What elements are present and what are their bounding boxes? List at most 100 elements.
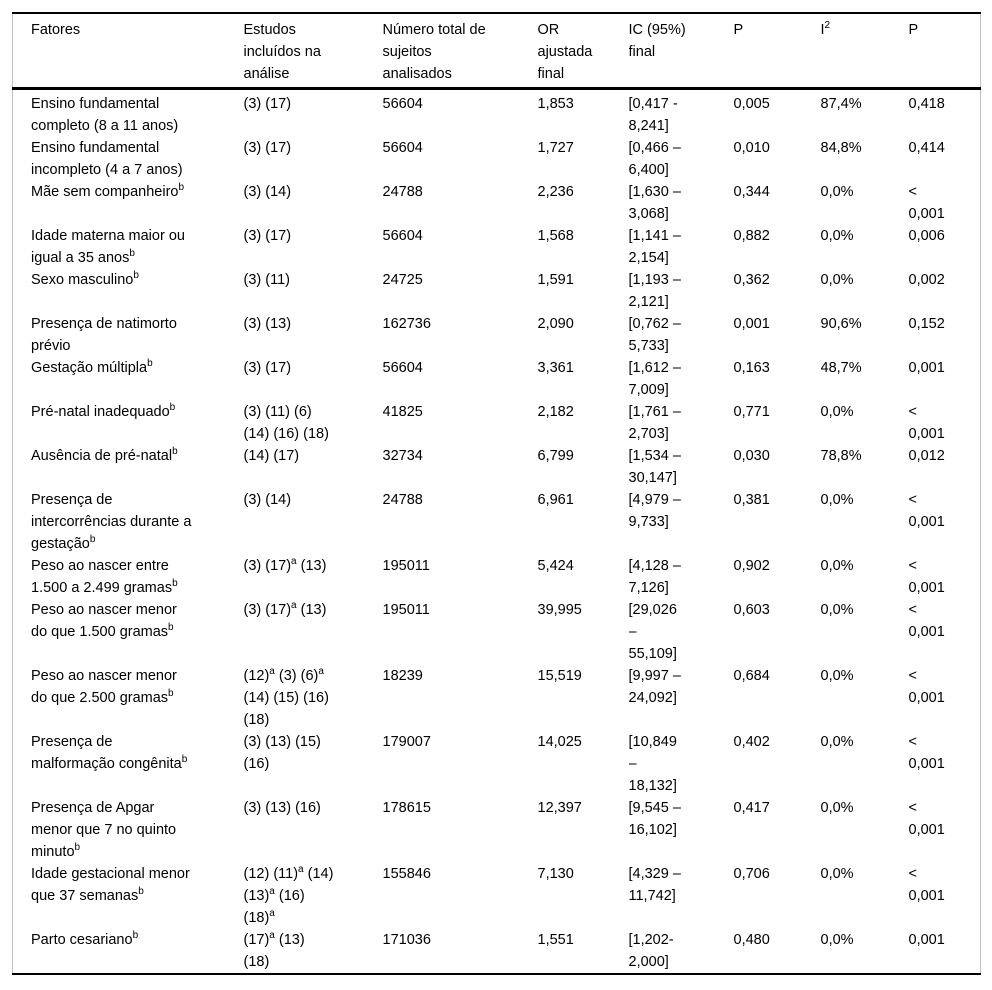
- cell-sujeitos: 56604: [382, 360, 423, 376]
- cell-fatores: Idade materna maior ou igual a 35 anosb: [31, 228, 185, 266]
- table-row: Parto cesarianob (17)a (13) (18) 171036 1,55…: [13, 929, 981, 974]
- cell-ic: [0,417 -8,241]: [628, 96, 678, 134]
- cell-sujeitos: 24725: [382, 272, 423, 288]
- cell-ic: [4,128 –7,126]: [628, 558, 681, 596]
- cell-or: 14,025: [537, 734, 582, 750]
- table-row: Sexo masculinob (3) (11) 24725 1,591 [1,193 …: [13, 269, 981, 313]
- column-header-fatores: Fatores: [12, 13, 244, 90]
- table-row: Ensino fundamental completo (8 a 11 anos)…: [13, 89, 981, 138]
- cell-p: 0,163: [733, 360, 770, 376]
- cell-i2: 0,0%: [820, 734, 854, 750]
- cell-fatores: Peso ao nascer menor do que 1.500 gramasb: [31, 602, 177, 640]
- cell-sujeitos: 41825: [382, 404, 423, 420]
- column-header-ic: IC (95%) final: [628, 13, 734, 90]
- table-row: Presença de intercorrências durante a gest…: [13, 489, 981, 555]
- table-row: Peso ao nascer entre 1.500 a 2.499 gramas…: [13, 555, 981, 599]
- cell-p: 0,706: [733, 866, 770, 882]
- cell-p: 0,381: [733, 492, 770, 508]
- cell-p: 0,030: [733, 448, 770, 464]
- cell-sujeitos: 195011: [382, 602, 430, 618]
- cell-estudos: (3) (17)a (13): [243, 600, 327, 618]
- cell-i2: 0,0%: [820, 492, 854, 508]
- cell-i2: 48,7%: [820, 360, 862, 376]
- table-row: Peso ao nascer menor do que 1.500 gramasb…: [13, 599, 981, 665]
- cell-sujeitos: 171036: [382, 932, 431, 948]
- cell-p2: <0,001: [908, 404, 945, 442]
- cell-estudos: (3) (13): [243, 316, 292, 332]
- cell-p2: 0,001: [908, 360, 945, 376]
- column-header-p2: P: [908, 13, 981, 90]
- column-header-p: P: [733, 13, 821, 90]
- cell-ic: [9,545 –16,102]: [628, 800, 681, 838]
- cell-fatores: Ausência de pré-natalb: [31, 446, 178, 464]
- cell-ic: [1,202- 2,000]: [628, 932, 674, 970]
- cell-i2: 78,8%: [820, 448, 862, 464]
- cell-i2: 0,0%: [820, 272, 854, 288]
- table-body: Ensino fundamental completo (8 a 11 anos)…: [13, 89, 981, 975]
- cell-or: 6,799: [537, 448, 574, 464]
- header-row: Fatores Estudos incluídos na análise Número …: [12, 13, 981, 90]
- cell-fatores: Presença de natimorto prévio: [31, 316, 177, 354]
- cell-sujeitos: 24788: [382, 184, 423, 200]
- table-row: Pré-natal inadequadob (3) (11) (6) (14) (1…: [13, 401, 981, 445]
- cell-fatores: Mãe sem companheirob: [31, 182, 185, 200]
- cell-sujeitos: 18239: [382, 668, 423, 684]
- cell-estudos: (3) (17): [243, 96, 292, 112]
- cell-ic: [1,630 –3,068]: [628, 184, 681, 222]
- cell-estudos: (3) (13) (15) (16): [243, 734, 321, 772]
- table-row: Presença de malformação congênitab (3) (13…: [13, 731, 981, 797]
- cell-estudos: (3) (17): [243, 140, 292, 156]
- cell-sujeitos: 24788: [382, 492, 423, 508]
- column-header-or: OR ajustada final: [537, 13, 629, 90]
- table-row: Presença de Apgar menor que 7 no quinto mi…: [13, 797, 981, 863]
- cell-i2: 84,8%: [820, 140, 862, 156]
- cell-p2: 0,418: [908, 96, 945, 112]
- cell-fatores: Ensino fundamental incompleto (4 a 7 anos…: [31, 140, 183, 178]
- cell-fatores: Parto cesarianob: [31, 930, 139, 948]
- cell-p2: 0,006: [908, 228, 945, 244]
- cell-p2: 0,002: [908, 272, 945, 288]
- cell-ic: [1,141 –2,154]: [628, 228, 681, 266]
- cell-estudos: (12) (11)a (14) (13)a (16) (18)a: [243, 864, 334, 926]
- cell-ic: [9,997 –24,092]: [628, 668, 681, 706]
- cell-sujeitos: 179007: [382, 734, 431, 750]
- cell-p2: <0,001: [908, 602, 945, 640]
- cell-or: 3,361: [537, 360, 574, 376]
- cell-ic: [4,979 –9,733]: [628, 492, 681, 530]
- cell-sujeitos: 56604: [382, 228, 423, 244]
- cell-p: 0,005: [733, 96, 770, 112]
- cell-estudos: (3) (11) (6) (14) (16) (18): [243, 404, 329, 442]
- cell-p2: 0,152: [908, 316, 945, 332]
- cell-sujeitos: 32734: [382, 448, 423, 464]
- cell-p2: <0,001: [908, 558, 945, 596]
- cell-or: 2,182: [537, 404, 574, 420]
- cell-or: 12,397: [537, 800, 582, 816]
- cell-or: 2,090: [537, 316, 574, 332]
- paper-table-container: Fatores Estudos incluídos na análise Número …: [12, 12, 981, 975]
- cell-fatores: Gestação múltiplab: [31, 358, 153, 376]
- column-header-estudos: Estudos incluídos na análise: [243, 13, 383, 90]
- cell-or: 39,995: [537, 602, 582, 618]
- cell-fatores: Presença de malformação congênitab: [31, 734, 188, 772]
- cell-p: 0,010: [733, 140, 770, 156]
- cell-estudos: (3) (17): [243, 228, 292, 244]
- cell-ic: [1,534 –30,147]: [628, 448, 681, 486]
- cell-i2: 87,4%: [820, 96, 862, 112]
- cell-or: 1,551: [537, 932, 574, 948]
- cell-ic: [1,193 –2,121]: [628, 272, 681, 310]
- cell-sujeitos: 178615: [382, 800, 431, 816]
- cell-p: 0,603: [733, 602, 770, 618]
- table-row: Mãe sem companheirob (3) (14) 24788 2,236 [1…: [13, 181, 981, 225]
- cell-estudos: (14) (17): [243, 448, 300, 464]
- cell-i2: 0,0%: [820, 184, 854, 200]
- cell-or: 1,853: [537, 96, 574, 112]
- cell-i2: 0,0%: [820, 800, 854, 816]
- cell-i2: 0,0%: [820, 602, 854, 618]
- cell-i2: 0,0%: [820, 404, 854, 420]
- cell-i2: 0,0%: [820, 558, 854, 574]
- cell-p: 0,902: [733, 558, 770, 574]
- cell-p2: <0,001: [908, 668, 945, 706]
- table-row: Gestação múltiplab (3) (17) 56604 3,361 [1,6…: [13, 357, 981, 401]
- cell-sujeitos: 155846: [382, 866, 431, 882]
- cell-p: 0,417: [733, 800, 770, 816]
